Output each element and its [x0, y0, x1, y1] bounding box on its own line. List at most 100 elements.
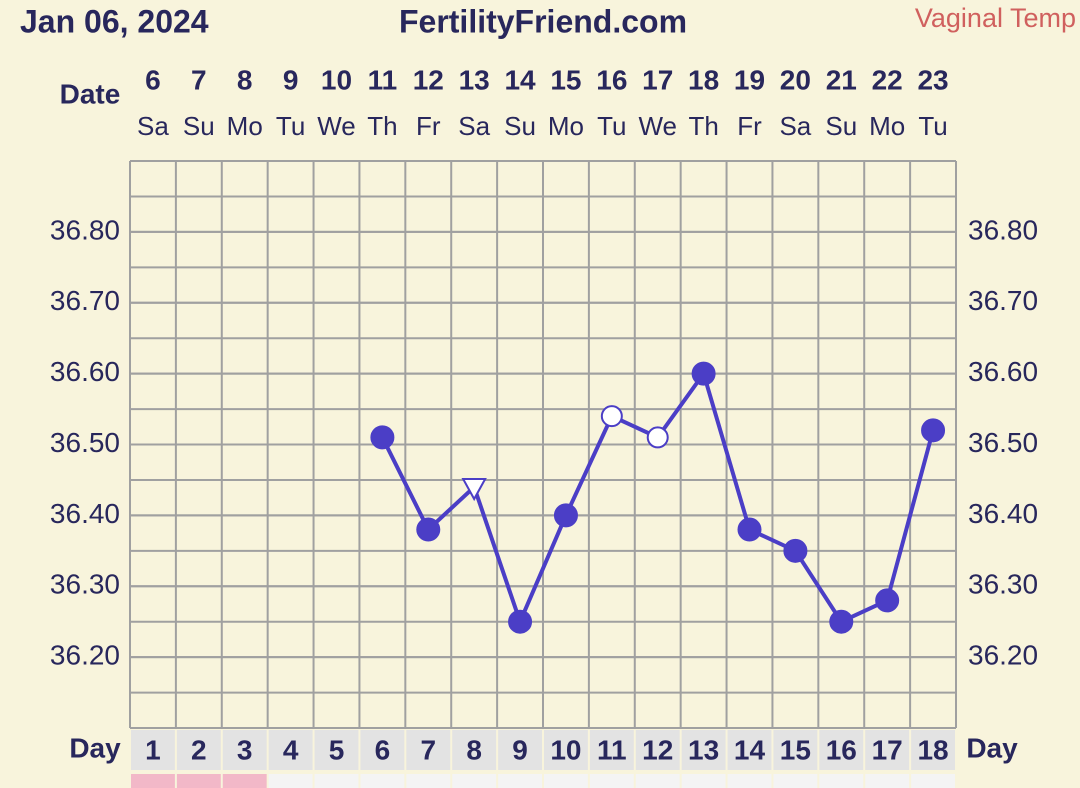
cycle-day: 13 [688, 734, 719, 765]
cm-cell [131, 774, 175, 788]
cm-cell [681, 774, 726, 788]
date-number: 13 [459, 64, 490, 95]
cm-cell [314, 774, 359, 788]
date-number: 21 [826, 64, 857, 95]
cycle-day: 8 [466, 734, 482, 765]
cycle-day: 5 [329, 734, 345, 765]
date-number: 15 [550, 64, 581, 95]
cycle-day: 15 [780, 734, 811, 765]
date-label: Date [60, 78, 121, 109]
weekday: We [638, 111, 677, 141]
day-cell [360, 730, 405, 770]
cycle-day: 2 [191, 734, 207, 765]
temp-point [553, 503, 578, 528]
y-tick-label: 36.60 [50, 356, 120, 387]
temp-point [646, 426, 669, 449]
cycle-day: 12 [642, 734, 673, 765]
weekday: Mo [548, 111, 584, 141]
cycle-day: 11 [597, 734, 627, 765]
day-cell [314, 730, 359, 770]
cm-cell [406, 774, 451, 788]
date-number: 19 [734, 64, 765, 95]
weekday: Su [183, 111, 215, 141]
temp-point [600, 405, 623, 428]
cm-cell [222, 774, 267, 788]
cm-cell [727, 774, 772, 788]
temp-point [416, 517, 441, 542]
cycle-day: 6 [375, 734, 391, 765]
day-cell [589, 730, 634, 770]
cm-cell [452, 774, 497, 788]
cm-cell [865, 774, 910, 788]
y-tick-label: 36.30 [50, 569, 120, 600]
day-cell [406, 730, 451, 770]
cycle-day: 17 [872, 734, 903, 765]
y-tick-label: 36.80 [50, 214, 120, 245]
date-number: 7 [191, 64, 207, 95]
day-cell [131, 730, 175, 770]
y-tick-label-right: 36.60 [968, 356, 1038, 387]
cycle-day: 1 [145, 734, 161, 765]
day-cell [498, 730, 542, 770]
temp-point [461, 478, 487, 502]
cm-cell [268, 774, 313, 788]
weekday: Th [688, 111, 718, 141]
temp-point [508, 609, 533, 634]
weekday: Th [367, 111, 397, 141]
date-number: 14 [504, 64, 536, 95]
weekday: Su [504, 111, 536, 141]
cm-cell [911, 774, 955, 788]
day-cell [865, 730, 910, 770]
temp-point [737, 517, 762, 542]
y-tick-label-right: 36.70 [968, 285, 1038, 316]
day-cell [176, 730, 221, 770]
weekday: Tu [597, 111, 626, 141]
day-cell [727, 730, 772, 770]
y-tick-label-right: 36.30 [968, 569, 1038, 600]
date-number: 10 [321, 64, 352, 95]
site-title: FertilityFriend.com [399, 3, 687, 39]
weekday: Su [825, 111, 857, 141]
cycle-day: 18 [917, 734, 948, 765]
cm-cell [589, 774, 634, 788]
cm-cell [635, 774, 680, 788]
chart-date: Jan 06, 2024 [20, 3, 209, 39]
day-cell [544, 730, 588, 770]
date-number: 11 [368, 64, 398, 95]
cycle-day: 4 [283, 734, 299, 765]
cm-cell [544, 774, 588, 788]
day-cell [452, 730, 497, 770]
weekday: Tu [918, 111, 947, 141]
weekday: Mo [227, 111, 263, 141]
cycle-day: 9 [512, 734, 528, 765]
date-number: 22 [872, 64, 903, 95]
y-tick-label: 36.50 [50, 427, 120, 458]
date-number: 6 [145, 64, 161, 95]
day-cell [222, 730, 267, 770]
date-number: 8 [237, 64, 253, 95]
cm-cell [819, 774, 864, 788]
day-label: Day [69, 732, 121, 763]
y-tick-label: 36.70 [50, 285, 120, 316]
y-tick-label: 36.20 [50, 640, 120, 671]
temp-point [691, 361, 716, 386]
date-number: 16 [596, 64, 627, 95]
temp-point [829, 609, 854, 634]
temp-mode: Vaginal Temp [915, 3, 1076, 33]
y-tick-label-right: 36.40 [968, 498, 1038, 529]
day-label-right: Day [966, 732, 1018, 763]
y-tick-label-right: 36.80 [968, 214, 1038, 245]
weekday: Sa [779, 111, 811, 141]
date-number: 20 [780, 64, 811, 95]
date-number: 23 [917, 64, 948, 95]
weekday: Tu [276, 111, 305, 141]
weekday: Sa [458, 111, 490, 141]
weekday: Mo [869, 111, 905, 141]
temp-point [370, 425, 395, 450]
cm-cell [498, 774, 542, 788]
y-tick-label-right: 36.50 [968, 427, 1038, 458]
day-cell [681, 730, 726, 770]
cycle-day: 14 [734, 734, 766, 765]
